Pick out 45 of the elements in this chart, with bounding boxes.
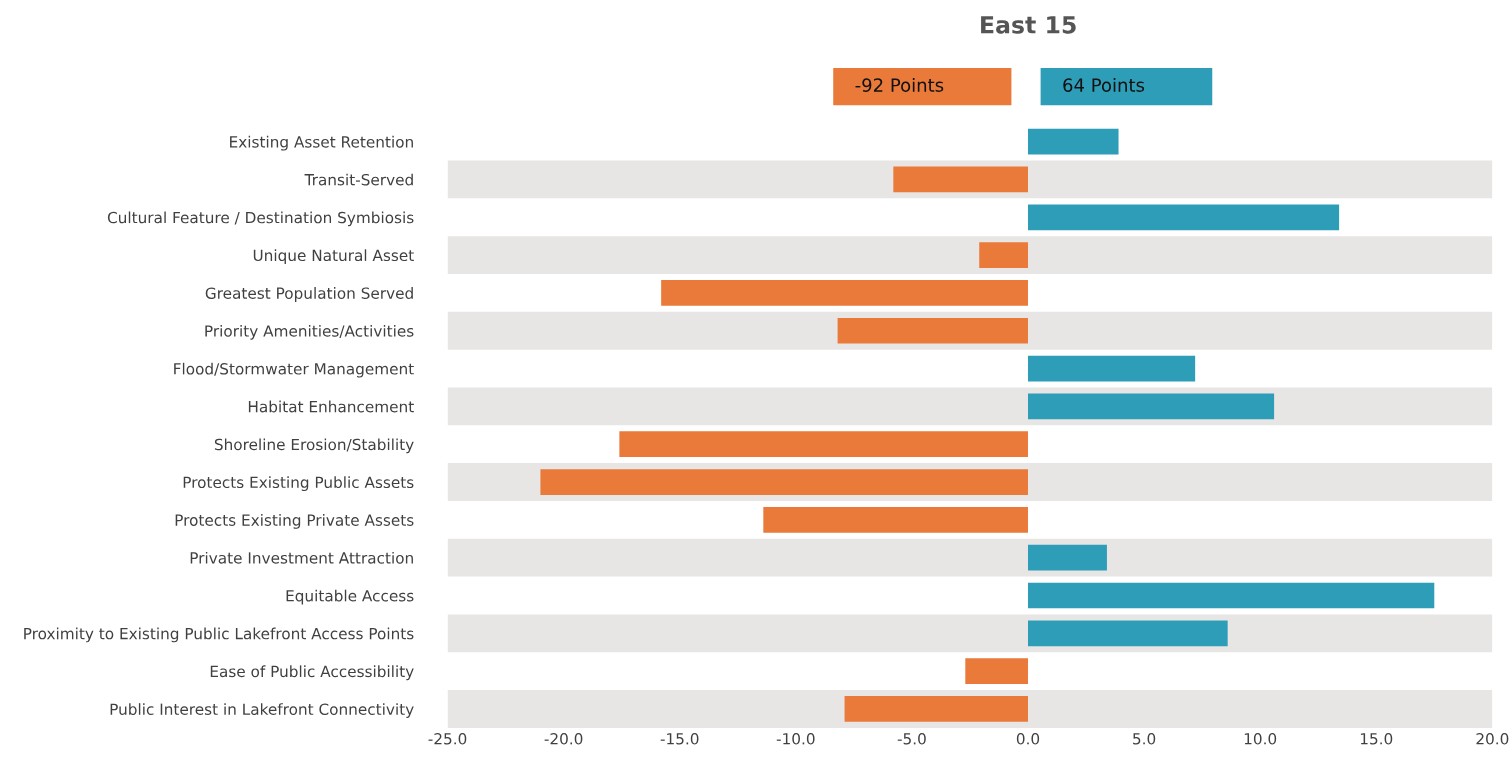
x-tick-label: -20.0 (544, 733, 583, 745)
x-tick-label: 0.0 (1016, 733, 1040, 745)
y-tick-label: Existing Asset Retention (230, 135, 413, 151)
y-tick-label: Private Investment Attraction (190, 551, 413, 564)
y-tick-label: Equitable Access (286, 589, 414, 605)
bar (763, 507, 1028, 533)
y-tick-label: Flood/Stormwater Management (174, 362, 414, 378)
x-tick-label: -15.0 (660, 733, 699, 745)
x-tick-label: -5.0 (897, 733, 926, 745)
x-tick-label: 5.0 (1133, 733, 1156, 745)
bar (1027, 393, 1275, 420)
y-tick-label: Public Interest in Lakefront Connectivity (110, 703, 414, 718)
x-tick-label: 10.0 (1244, 733, 1277, 745)
x-tick-label: -25.0 (428, 733, 467, 745)
y-tick-label: Habitat Enhancement (248, 400, 414, 413)
x-tick-label: 20.0 (1476, 733, 1509, 745)
x-tick-label: 15.0 (1360, 733, 1393, 745)
bar (1027, 128, 1119, 155)
bar (619, 431, 1028, 458)
bar (1027, 544, 1107, 571)
text: -92 Points (855, 77, 944, 92)
y-tick-label: Shoreline Erosion/Stability (214, 438, 414, 454)
bar (965, 658, 1028, 685)
y-tick-label: Cultural Feature / Destination Symbiosis (107, 211, 414, 227)
bar (1027, 204, 1340, 231)
y-tick-label: Unique Natural Asset (253, 249, 414, 265)
bar (979, 242, 1028, 268)
bar (1027, 582, 1435, 609)
chart-title: East 15 (981, 16, 1076, 34)
y-tick-label: Ease of Public Accessibility (210, 665, 414, 681)
y-tick-label: Greatest Population Served (205, 287, 413, 302)
bar (893, 166, 1028, 193)
y-tick-label: Proximity to Existing Public Lakefront Access Points (24, 627, 414, 643)
bar (1027, 355, 1196, 382)
bar (1027, 620, 1228, 647)
x-tick-label: -10.0 (776, 733, 815, 745)
text: 64 Points (1063, 77, 1145, 92)
y-tick-label: Protects Existing Public Assets (183, 476, 414, 492)
bar (844, 696, 1028, 722)
bar (837, 317, 1028, 344)
bar (540, 469, 1028, 495)
y-tick-label: Protects Existing Private Assets (175, 514, 414, 529)
y-tick-label: Priority Amenities/Activities (205, 324, 414, 340)
y-tick-label: Transit-Served (304, 173, 413, 186)
bar (661, 280, 1028, 306)
